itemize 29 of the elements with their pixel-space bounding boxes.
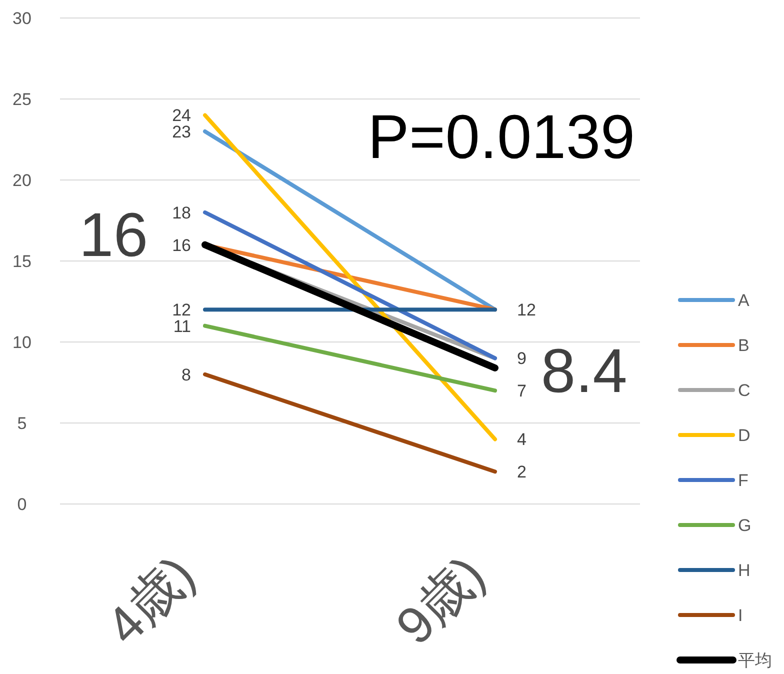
legend-label: F: [738, 471, 748, 490]
annotation: 8.4: [541, 337, 628, 406]
legend-label: I: [738, 606, 743, 625]
y-tick-label: 10: [12, 333, 32, 352]
data-label: 7: [517, 382, 526, 401]
data-label: 4: [517, 430, 526, 450]
y-tick-label: 30: [12, 9, 32, 28]
legend-label: H: [738, 561, 750, 580]
y-tick-label: 25: [12, 90, 32, 109]
y-tick-label: 0: [17, 495, 27, 514]
data-label: 16: [172, 236, 191, 255]
legend-label: G: [738, 516, 752, 535]
y-tick-label: 5: [17, 414, 27, 433]
legend-label: A: [738, 291, 750, 310]
legend-label: D: [738, 426, 750, 445]
data-label: 8: [182, 365, 191, 384]
legend-label: C: [738, 381, 750, 400]
y-tick-label: 15: [12, 252, 32, 271]
data-label: 18: [172, 203, 191, 222]
data-label: 12: [517, 300, 536, 320]
data-label: 2: [517, 462, 526, 482]
data-label: 9: [517, 349, 526, 368]
x-tick-label: 9歳): [385, 545, 496, 656]
annotation: 16: [79, 201, 148, 270]
legend-label: B: [738, 336, 750, 355]
annotation: P=0.0139: [368, 103, 635, 172]
x-tick-label: 4歳): [95, 545, 206, 656]
legend-label: 平均: [738, 651, 772, 670]
y-tick-label: 20: [12, 171, 32, 190]
